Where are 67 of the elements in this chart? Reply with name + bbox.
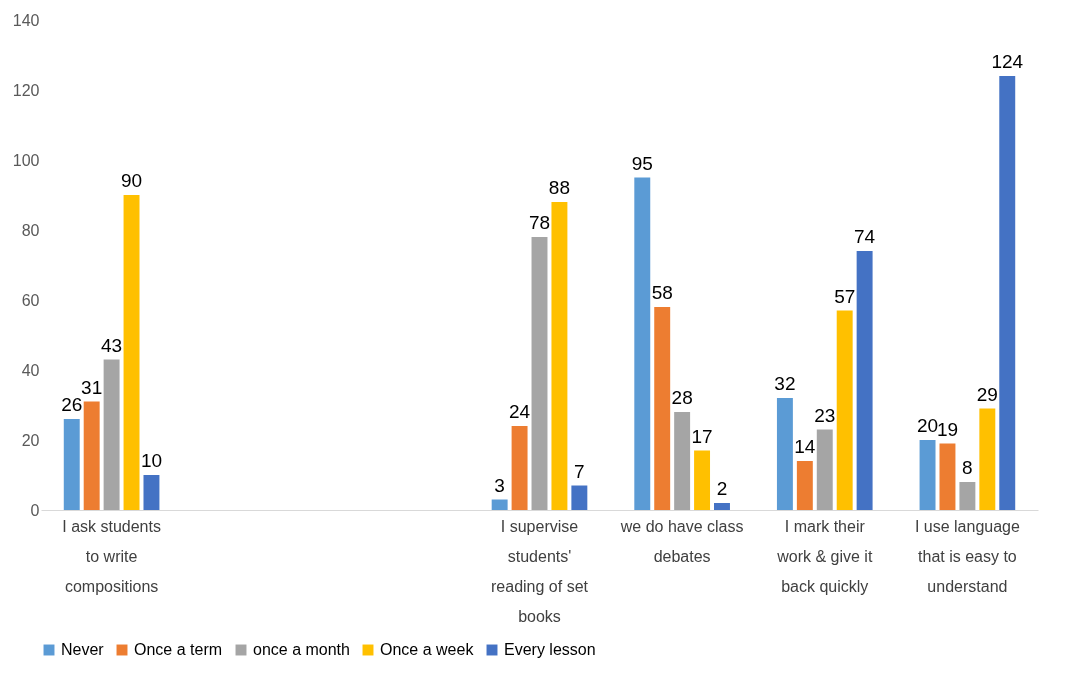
- data-label: 31: [81, 376, 103, 398]
- bar: [634, 177, 651, 510]
- bar: [551, 202, 568, 510]
- data-label: 17: [691, 425, 713, 447]
- x-tick-label: I supervise students' reading of set books: [491, 517, 589, 625]
- y-tick-label: 140: [12, 11, 40, 29]
- bar: [654, 307, 671, 510]
- bar: [816, 429, 833, 510]
- data-label: 23: [814, 404, 836, 426]
- data-label: 90: [120, 170, 143, 191]
- data-label: 14: [794, 436, 816, 457]
- legend-label: Never: [61, 641, 105, 658]
- bar: [511, 426, 528, 510]
- y-tick-label: 80: [21, 221, 40, 239]
- data-label: 43: [101, 334, 123, 356]
- x-tick-label: I use language that is easy to understand: [914, 517, 1020, 595]
- legend-label: Once a week: [380, 641, 475, 658]
- legend-label: once a month: [253, 641, 350, 658]
- y-tick-label: 20: [21, 431, 40, 449]
- bar: [776, 398, 793, 510]
- bar: [531, 237, 548, 510]
- data-label: 78: [528, 212, 551, 233]
- data-label: 20: [916, 415, 939, 436]
- data-label: 95: [631, 152, 653, 174]
- y-tick-label: 40: [21, 361, 40, 379]
- bar: [103, 359, 120, 510]
- data-label: 3: [494, 474, 505, 496]
- data-label: 32: [774, 373, 796, 394]
- bar: [856, 251, 873, 510]
- bar: [919, 440, 936, 510]
- y-tick-label: 0: [30, 501, 40, 519]
- data-label: 28: [671, 387, 693, 408]
- bar: [836, 310, 853, 510]
- legend-label: Once a term: [134, 641, 223, 658]
- bar: [796, 461, 813, 510]
- bar: [63, 419, 80, 510]
- bar: [83, 401, 100, 510]
- data-label: 58: [651, 282, 673, 303]
- bar: [143, 475, 160, 510]
- x-tick-label: I ask students to write compositions: [62, 517, 161, 595]
- bar: [939, 443, 956, 510]
- bar: [714, 503, 730, 510]
- data-label: 26: [61, 394, 83, 415]
- legend-label: Every lesson: [504, 641, 596, 658]
- data-label: 29: [976, 383, 998, 405]
- data-label: 74: [854, 226, 876, 247]
- y-tick-label: 60: [21, 291, 40, 309]
- bar: [123, 195, 140, 510]
- y-tick-label: 120: [12, 81, 40, 99]
- data-label: 7: [574, 460, 585, 482]
- data-label: 88: [548, 177, 570, 198]
- bar: [491, 499, 508, 510]
- bar: [959, 482, 976, 510]
- bar: [571, 485, 588, 510]
- bar: [999, 76, 1016, 510]
- bar: [674, 412, 691, 510]
- data-label: 10: [140, 450, 163, 471]
- data-label: 124: [991, 51, 1024, 72]
- x-tick-label: we do have class debates: [619, 517, 744, 565]
- x-tick-label: I mark their work & give it back quickly: [776, 517, 873, 595]
- data-label: 2: [716, 478, 728, 499]
- data-label: 8: [962, 457, 973, 478]
- y-tick-label: 100: [12, 151, 40, 169]
- data-label: 57: [834, 285, 856, 307]
- bar: [979, 408, 996, 510]
- data-label: 24: [509, 401, 531, 422]
- bar: [694, 450, 711, 510]
